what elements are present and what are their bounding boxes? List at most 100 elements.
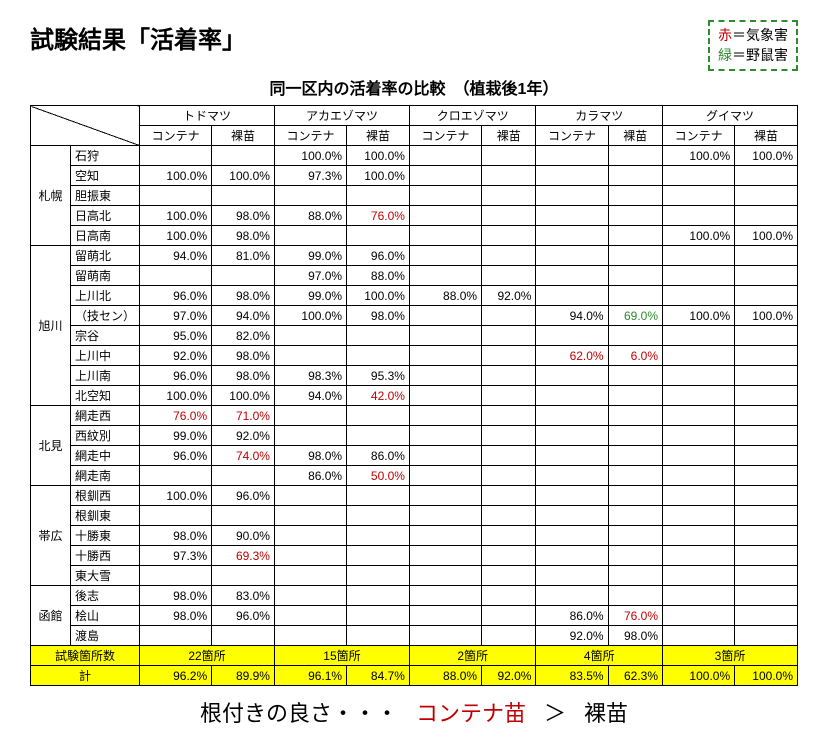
region-cell: 旭川 (31, 246, 71, 406)
value-cell: 96.0% (140, 286, 212, 306)
header-subcol: 裸苗 (212, 126, 275, 146)
value-cell (409, 166, 481, 186)
value-cell (663, 466, 735, 486)
header-subcol: 裸苗 (482, 126, 536, 146)
total-cell: 92.0% (482, 666, 536, 686)
value-cell (608, 426, 662, 446)
value-cell: 100.0% (347, 286, 410, 306)
value-cell (347, 426, 410, 446)
header-subcol: コンテナ (663, 126, 735, 146)
value-cell (482, 226, 536, 246)
value-cell (663, 166, 735, 186)
area-cell: 留萌北 (71, 246, 140, 266)
region-cell: 札幌 (31, 146, 71, 246)
area-cell: 網走南 (71, 466, 140, 486)
value-cell (608, 466, 662, 486)
value-cell: 95.0% (140, 326, 212, 346)
value-cell (409, 446, 481, 466)
table-row: 日高北100.0%98.0%88.0%76.0% (31, 206, 798, 226)
area-cell: 宗谷 (71, 326, 140, 346)
subtitle: 同一区内の活着率の比較 （植栽後1年） (30, 75, 798, 99)
value-cell (735, 186, 798, 206)
header-species: クロエゾマツ (409, 106, 536, 126)
value-cell: 98.0% (274, 446, 346, 466)
value-cell (409, 246, 481, 266)
value-cell (663, 186, 735, 206)
value-cell (347, 566, 410, 586)
count-cell: 15箇所 (274, 646, 409, 666)
table-row: 胆振東 (31, 186, 798, 206)
legend-line-weather: 赤＝気象害 (718, 26, 788, 46)
value-cell (608, 486, 662, 506)
value-cell (663, 426, 735, 446)
area-cell: 根釧西 (71, 486, 140, 506)
table-row: 北空知100.0%100.0%94.0%42.0% (31, 386, 798, 406)
table-row: 十勝西97.3%69.3% (31, 546, 798, 566)
value-cell (735, 566, 798, 586)
area-cell: 石狩 (71, 146, 140, 166)
value-cell (735, 346, 798, 366)
value-cell (536, 426, 608, 446)
value-cell: 96.0% (140, 446, 212, 466)
value-cell (482, 266, 536, 286)
value-cell (409, 326, 481, 346)
value-cell (409, 626, 481, 646)
table-row: 上川南96.0%98.0%98.3%95.3% (31, 366, 798, 386)
value-cell (663, 526, 735, 546)
count-cell: 3箇所 (663, 646, 798, 666)
value-cell (409, 466, 481, 486)
value-cell (663, 446, 735, 466)
value-cell: 100.0% (140, 206, 212, 226)
count-row: 試験箇所数22箇所15箇所2箇所4箇所3箇所 (31, 646, 798, 666)
value-cell: 100.0% (140, 386, 212, 406)
value-cell: 98.0% (212, 226, 275, 246)
value-cell (536, 326, 608, 346)
table-row: 根釧東 (31, 506, 798, 526)
value-cell: 100.0% (140, 166, 212, 186)
footer-gt: ＞ (544, 696, 566, 728)
value-cell (274, 486, 346, 506)
value-cell (735, 286, 798, 306)
value-cell (735, 526, 798, 546)
table-row: 函館後志98.0%83.0% (31, 586, 798, 606)
value-cell (482, 626, 536, 646)
value-cell (735, 486, 798, 506)
value-cell: 97.0% (274, 266, 346, 286)
value-cell (274, 186, 346, 206)
table-row: 空知100.0%100.0%97.3%100.0% (31, 166, 798, 186)
value-cell (608, 526, 662, 546)
value-cell (536, 486, 608, 506)
area-cell: 網走中 (71, 446, 140, 466)
table-row: 旭川留萌北94.0%81.0%99.0%96.0% (31, 246, 798, 266)
value-cell (608, 566, 662, 586)
value-cell (409, 146, 481, 166)
table-row: 東大雪 (31, 566, 798, 586)
value-cell: 42.0% (347, 386, 410, 406)
area-cell: 根釧東 (71, 506, 140, 526)
value-cell (347, 486, 410, 506)
value-cell (140, 566, 212, 586)
value-cell: 100.0% (663, 226, 735, 246)
value-cell (663, 586, 735, 606)
legend-red-char: 赤 (718, 27, 732, 43)
table-row: 上川北96.0%98.0%99.0%100.0%88.0%92.0% (31, 286, 798, 306)
area-cell: 空知 (71, 166, 140, 186)
table-row: 桧山98.0%96.0%86.0%76.0% (31, 606, 798, 626)
value-cell: 98.0% (608, 626, 662, 646)
header-subcol: コンテナ (274, 126, 346, 146)
value-cell (347, 586, 410, 606)
value-cell (735, 166, 798, 186)
table-row: 留萌南97.0%88.0% (31, 266, 798, 286)
value-cell (536, 166, 608, 186)
area-cell: 網走西 (71, 406, 140, 426)
value-cell (409, 306, 481, 326)
value-cell (482, 326, 536, 346)
value-cell (140, 466, 212, 486)
area-cell: 桧山 (71, 606, 140, 626)
value-cell: 100.0% (663, 306, 735, 326)
value-cell (608, 166, 662, 186)
value-cell: 96.0% (212, 606, 275, 626)
table-row: 渡島92.0%98.0% (31, 626, 798, 646)
value-cell (536, 566, 608, 586)
region-cell: 北見 (31, 406, 71, 486)
